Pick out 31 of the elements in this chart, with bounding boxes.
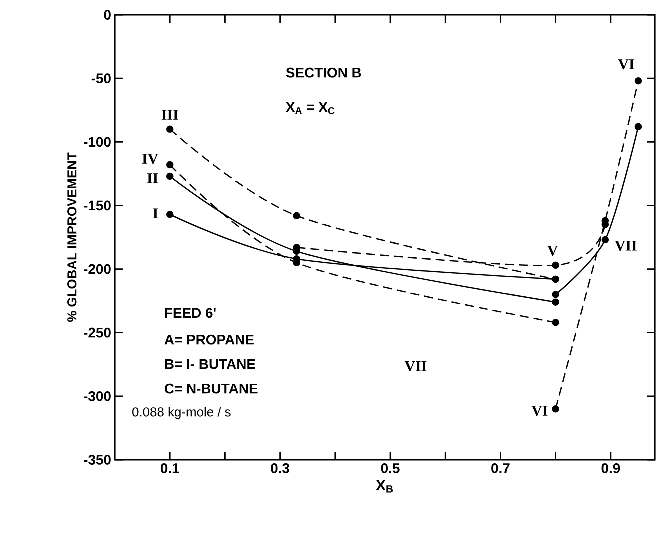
annotation: 0.088 kg-mole / s (132, 407, 231, 420)
x-tick-label: 0.5 (381, 464, 400, 474)
x-tick-label: 0.9 (602, 464, 620, 474)
y-tick-label: -100 (84, 137, 111, 148)
x-tick-label: 0.7 (492, 464, 510, 474)
series-label: II (147, 174, 158, 184)
y-tick-label: -150 (84, 200, 111, 211)
y-tick-label: -50 (92, 74, 111, 84)
x-axis-title: X$_{B}$ (376, 480, 394, 493)
series-label: V (548, 246, 558, 256)
legend-label: I (153, 208, 158, 219)
y-tick-label: 0 (104, 10, 111, 20)
y-tick-label: -300 (84, 391, 111, 402)
annotation: B= I- BUTANE (165, 359, 256, 370)
y-tick-label: -200 (84, 264, 111, 274)
series-label: VII (615, 241, 637, 252)
series-label: III (162, 110, 178, 120)
x-tick-label: 0.1 (160, 464, 180, 474)
annotation: FEED 6' (165, 308, 216, 318)
y-tick-label: -350 (84, 455, 111, 465)
annotation: X$_{A}$ = X$_{C}$ (286, 102, 335, 114)
x-tick-label: 0.3 (271, 464, 290, 474)
series-label: VI (618, 60, 634, 70)
annotation: C= N-BUTANE (165, 384, 258, 394)
annotation: SECTION B (286, 68, 362, 78)
annotation: VII (404, 362, 427, 372)
annotation: A= PROPANE (164, 334, 254, 345)
y-axis-title: % GLOBAL IMPROVEMENT (68, 152, 77, 322)
y-tick-label: -250 (84, 328, 111, 338)
series-label: IV (142, 154, 158, 164)
annotation: VI (532, 406, 548, 416)
